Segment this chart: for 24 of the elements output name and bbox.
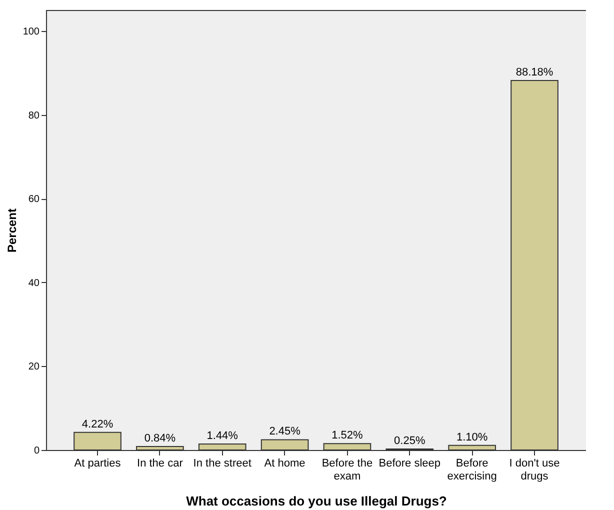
x-tick-label: In the street: [193, 458, 252, 470]
x-tick-label: At parties: [74, 458, 122, 470]
y-tick-label: 60: [28, 194, 40, 206]
x-tick-label: Before sleep: [378, 458, 441, 470]
data-label: 0.84%: [144, 432, 176, 444]
y-tick-label: 100: [22, 26, 40, 38]
y-tick-label: 0: [34, 446, 40, 456]
y-tick-label: 80: [28, 110, 40, 122]
data-label: 0.25%: [394, 434, 426, 447]
x-tick-label: At home: [264, 458, 306, 470]
x-tick-label: I don't use drugs: [509, 458, 560, 482]
data-label: 1.44%: [206, 430, 238, 442]
y-axis-title: Percent: [4, 208, 19, 253]
y-tick-label: 20: [28, 362, 40, 373]
x-tick-label: In the car: [137, 458, 184, 470]
data-label: 88.18%: [516, 66, 554, 78]
x-tick-label: Before the exam: [322, 458, 373, 482]
x-axis-title: What occasions do you use Illegal Drugs?: [186, 494, 447, 508]
data-label: 1.10%: [456, 431, 488, 444]
y-tick-label: 40: [28, 278, 40, 289]
data-label: 2.45%: [269, 426, 301, 438]
x-tick-label: Before exercising: [447, 458, 497, 482]
data-label: 1.52%: [332, 430, 364, 442]
data-label: 4.22%: [82, 418, 114, 430]
